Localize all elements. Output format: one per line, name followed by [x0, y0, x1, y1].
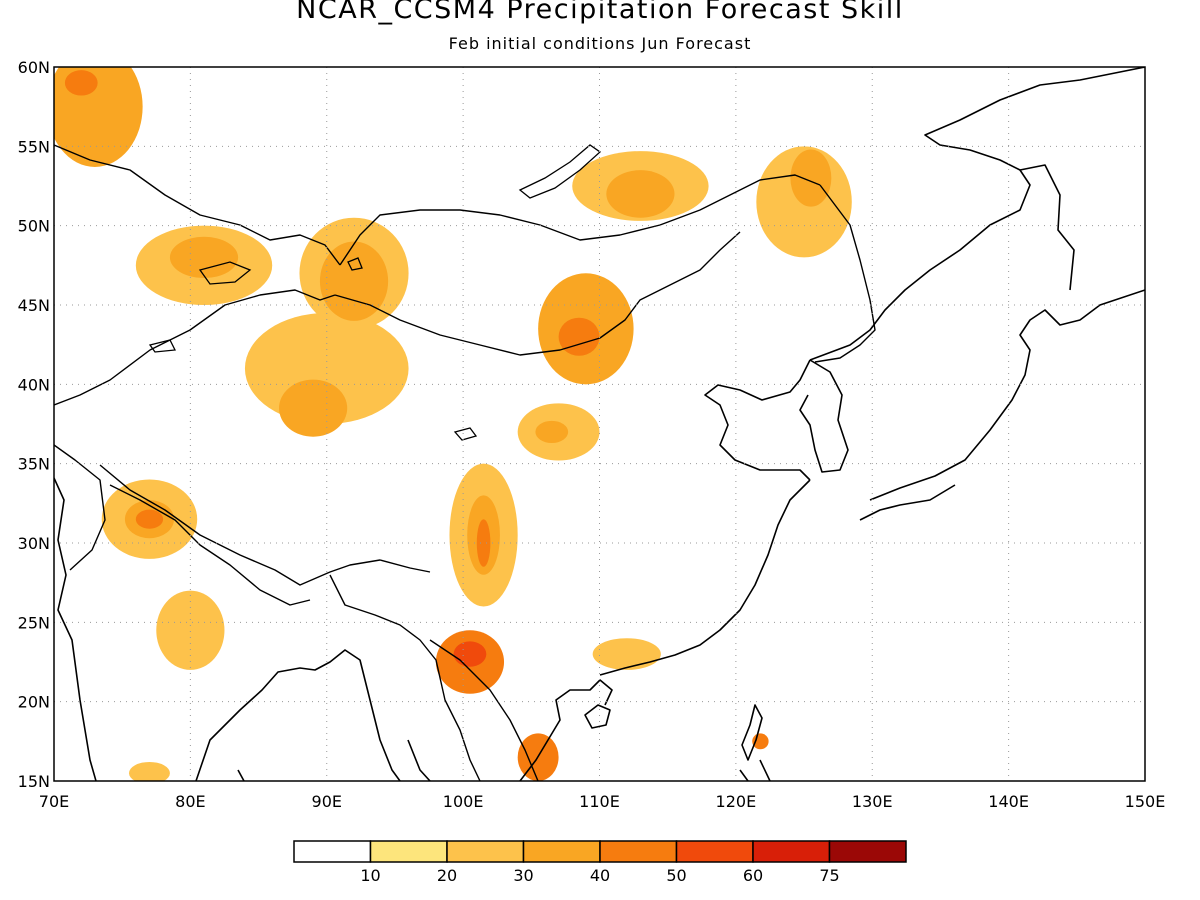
coastline-south-china — [599, 479, 811, 676]
border-central-asia — [54, 289, 336, 406]
border-mongolia-china — [334, 231, 741, 356]
skill-region-20 — [129, 761, 170, 781]
lon-tick-label: 110E — [579, 792, 620, 811]
lat-tick-label: 40N — [18, 375, 50, 394]
lat-tick-label: 15N — [18, 772, 50, 791]
colorbar-swatch — [599, 840, 678, 863]
coastline-taiwan — [741, 704, 763, 761]
coastline-indochina — [407, 679, 613, 781]
lon-tick-label: 140E — [988, 792, 1029, 811]
lat-tick-label: 25N — [18, 613, 50, 632]
border-pakistan — [54, 444, 106, 571]
colorbar-label: 75 — [819, 866, 839, 885]
skill-region-20 — [156, 590, 225, 670]
lon-tick-label: 120E — [716, 792, 757, 811]
lon-tick-label: 80E — [175, 792, 205, 811]
lake-issyk-kul — [148, 339, 177, 353]
colorbar-label: 50 — [666, 866, 686, 885]
colorbar-swatch — [446, 840, 525, 863]
coastline-arabian-sea — [54, 477, 97, 781]
skill-region-30 — [535, 420, 569, 444]
lat-tick-label: 30N — [18, 534, 50, 553]
colorbar-label: 60 — [743, 866, 763, 885]
lake-balkhash — [198, 261, 252, 285]
border-manchuria — [814, 184, 876, 363]
colorbar-swatch — [522, 840, 601, 863]
map-subtitle: Feb initial conditions Jun Forecast — [448, 34, 752, 53]
border-himalaya — [109, 484, 311, 606]
skill-region-30 — [606, 170, 675, 218]
skill-region-20 — [592, 638, 661, 670]
coastline-philippines — [739, 759, 771, 781]
coastline-sri-lanka — [237, 769, 245, 781]
border-mongolia — [339, 174, 821, 266]
skill-region-30 — [279, 379, 348, 437]
border-laos — [429, 639, 539, 781]
coastline-sea-of-okhotsk — [924, 67, 1145, 171]
coastline-russia-pacific — [809, 164, 1075, 361]
coastline-layer — [54, 67, 1145, 781]
coastline-japan-south — [859, 484, 956, 521]
lat-tick-label: 55N — [18, 137, 50, 156]
lon-tick-label: 130E — [852, 792, 893, 811]
coastline-east-china — [704, 359, 811, 481]
colorbar-swatch — [369, 840, 448, 863]
skill-region-40 — [476, 519, 491, 567]
lon-tick-label: 70E — [39, 792, 69, 811]
skill-region-50 — [453, 641, 487, 667]
lake-qinghai — [453, 427, 478, 441]
coastline-hainan — [584, 704, 611, 729]
border-layer — [54, 144, 876, 781]
lat-tick-label: 60N — [18, 58, 50, 77]
map-title: NCAR_CCSM4 Precipitation Forecast Skill — [296, 0, 904, 25]
map-frame — [53, 66, 1146, 782]
coastline-india-east — [195, 649, 401, 781]
coastline-japan — [869, 289, 1145, 501]
lat-tick-label: 35N — [18, 455, 50, 474]
border-burma — [329, 574, 481, 781]
lat-tick-label: 45N — [18, 296, 50, 315]
colorbar: 10 20 30 40 50 60 75 — [293, 840, 907, 885]
skill-region-40 — [64, 70, 98, 96]
lat-tick-label: 20N — [18, 693, 50, 712]
border-kazakhstan-russia — [54, 144, 341, 266]
colorbar-label: 40 — [590, 866, 610, 885]
skill-region-30 — [169, 236, 239, 279]
skill-region-40 — [558, 317, 600, 356]
gridlines — [54, 67, 1145, 781]
coastline-korea — [799, 359, 849, 473]
skill-shading-layer — [54, 67, 852, 781]
skill-region-40 — [135, 509, 164, 529]
colorbar-label: 10 — [360, 866, 380, 885]
colorbar-swatch — [293, 840, 372, 863]
axis-tick-labels: 70E 80E 90E 100E 110E 120E 130E 140E 150E 15N 20N 2… — [18, 58, 1166, 811]
lon-tick-label: 100E — [443, 792, 484, 811]
colorbar-swatch — [752, 840, 831, 863]
colorbar-swatch — [828, 840, 907, 863]
colorbar-swatch — [675, 840, 754, 863]
lon-tick-label: 150E — [1125, 792, 1166, 811]
colorbar-label: 20 — [437, 866, 457, 885]
colorbar-label: 30 — [513, 866, 533, 885]
skill-region-30 — [790, 149, 832, 207]
lon-tick-label: 90E — [312, 792, 342, 811]
lat-tick-label: 50N — [18, 217, 50, 236]
border-tibet-south — [99, 464, 431, 586]
lake-khovsgol — [347, 257, 363, 271]
